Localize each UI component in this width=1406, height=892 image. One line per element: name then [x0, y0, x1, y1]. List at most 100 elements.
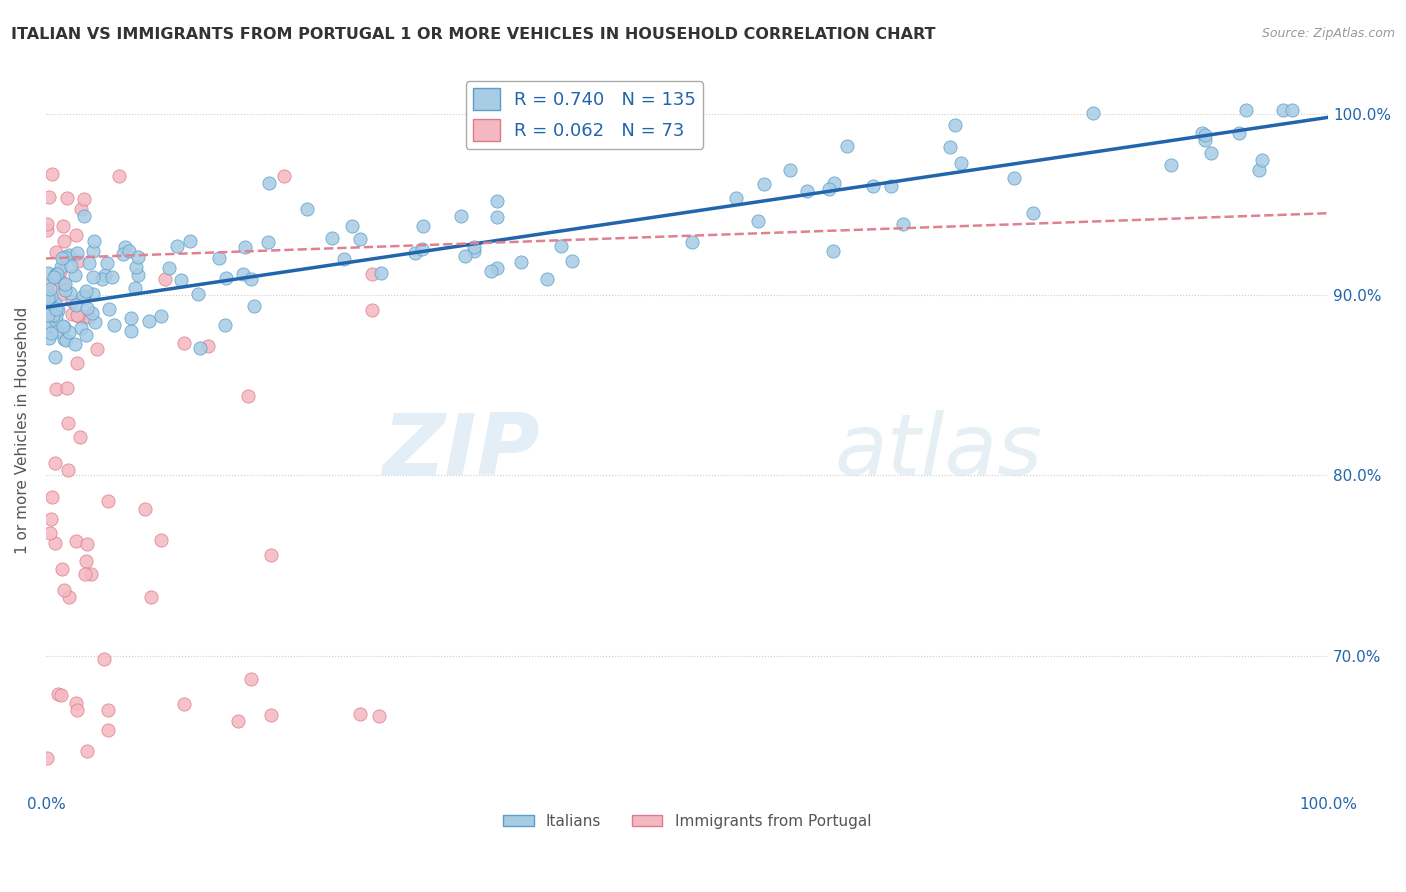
Point — [463, 244, 485, 259]
Point — [240, 673, 263, 687]
Point — [49, 264, 72, 278]
Point — [450, 210, 472, 224]
Point — [44, 456, 66, 470]
Point — [82, 286, 104, 301]
Point — [53, 234, 76, 248]
Point — [59, 286, 82, 301]
Point — [73, 193, 96, 207]
Point — [779, 163, 801, 178]
Point — [58, 248, 80, 262]
Point — [37, 318, 59, 332]
Point — [38, 296, 60, 310]
Point — [340, 219, 363, 233]
Point — [412, 219, 434, 234]
Point — [75, 284, 97, 298]
Point — [150, 309, 173, 323]
Point — [1249, 163, 1271, 178]
Point — [46, 303, 69, 318]
Point — [1227, 126, 1250, 140]
Text: ZIP: ZIP — [382, 410, 540, 493]
Point — [214, 318, 236, 333]
Point — [82, 244, 104, 259]
Point — [752, 178, 775, 192]
Point — [60, 259, 83, 273]
Point — [349, 232, 371, 246]
Point — [321, 231, 343, 245]
Point — [260, 707, 283, 722]
Point — [561, 253, 583, 268]
Point — [77, 256, 100, 270]
Point — [51, 260, 73, 275]
Point — [90, 271, 112, 285]
Point — [37, 218, 59, 232]
Point — [83, 315, 105, 329]
Point — [39, 326, 62, 340]
Point — [51, 688, 73, 702]
Point — [75, 327, 97, 342]
Text: ITALIAN VS IMMIGRANTS FROM PORTUGAL 1 OR MORE VEHICLES IN HOUSEHOLD CORRELATION : ITALIAN VS IMMIGRANTS FROM PORTUGAL 1 OR… — [11, 27, 936, 42]
Point — [41, 167, 63, 181]
Point — [120, 325, 142, 339]
Point — [166, 238, 188, 252]
Point — [55, 334, 77, 348]
Point — [37, 223, 59, 237]
Point — [297, 202, 319, 217]
Legend: Italians, Immigrants from Portugal: Italians, Immigrants from Portugal — [496, 808, 877, 835]
Point — [42, 270, 65, 285]
Point — [98, 301, 121, 316]
Point — [44, 536, 66, 550]
Point — [179, 234, 201, 248]
Point — [233, 240, 256, 254]
Point — [368, 709, 391, 723]
Point — [52, 332, 75, 346]
Point — [60, 294, 83, 309]
Point — [58, 590, 80, 604]
Point — [226, 714, 249, 729]
Point — [127, 250, 149, 264]
Point — [188, 341, 211, 355]
Point — [65, 534, 87, 549]
Point — [485, 210, 508, 224]
Point — [55, 191, 77, 205]
Point — [333, 252, 356, 266]
Point — [823, 244, 845, 258]
Point — [45, 383, 67, 397]
Point — [58, 325, 80, 339]
Point — [38, 190, 60, 204]
Point — [173, 336, 195, 351]
Point — [73, 310, 96, 324]
Point — [60, 308, 83, 322]
Point — [66, 703, 89, 717]
Point — [103, 318, 125, 332]
Point — [45, 267, 67, 281]
Point — [1194, 128, 1216, 142]
Point — [83, 235, 105, 249]
Point — [893, 217, 915, 231]
Point — [80, 566, 103, 581]
Point — [37, 308, 59, 322]
Point — [97, 723, 120, 738]
Point — [939, 139, 962, 153]
Point — [101, 269, 124, 284]
Y-axis label: 1 or more Vehicles in Household: 1 or more Vehicles in Household — [15, 307, 30, 554]
Point — [52, 318, 75, 333]
Point — [75, 554, 97, 568]
Point — [111, 247, 134, 261]
Point — [411, 242, 433, 256]
Point — [138, 314, 160, 328]
Point — [82, 269, 104, 284]
Point — [243, 299, 266, 313]
Point — [747, 213, 769, 227]
Point — [65, 308, 87, 322]
Point — [52, 277, 75, 291]
Point — [943, 118, 966, 132]
Point — [170, 273, 193, 287]
Point — [370, 266, 392, 280]
Point — [214, 271, 236, 285]
Point — [37, 285, 59, 300]
Point — [69, 430, 91, 444]
Text: Source: ZipAtlas.com: Source: ZipAtlas.com — [1261, 27, 1395, 40]
Point — [45, 245, 67, 260]
Point — [796, 184, 818, 198]
Point — [41, 309, 63, 323]
